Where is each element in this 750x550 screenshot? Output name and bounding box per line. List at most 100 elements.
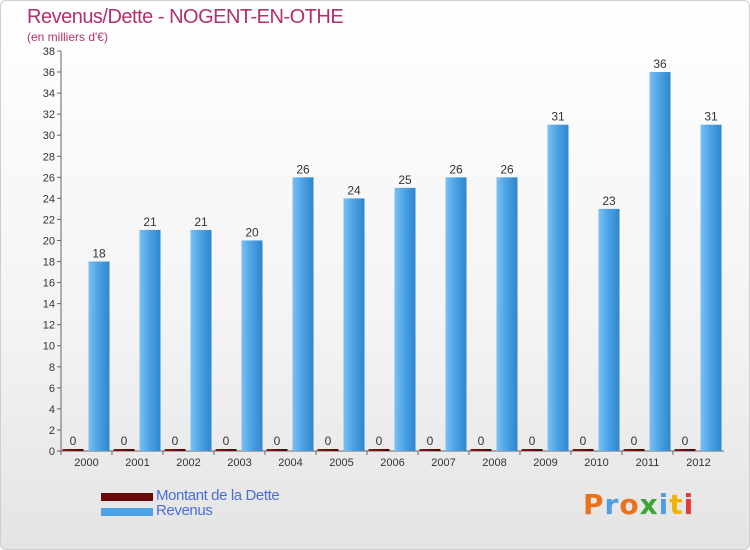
bar-revenus [292, 177, 314, 451]
bar-dette [215, 449, 237, 451]
bar-revenus [598, 208, 620, 451]
data-label-dette: 0 [631, 434, 638, 448]
bar-revenus [445, 177, 467, 451]
y-tick-label: 16 [43, 278, 55, 290]
data-label-revenus: 24 [347, 183, 361, 197]
chart-subtitle: (en milliers d'€) [27, 30, 108, 44]
data-label-dette: 0 [70, 434, 77, 448]
y-tick-label: 4 [49, 404, 55, 416]
data-label-revenus: 26 [296, 162, 310, 176]
legend-swatch-dette [101, 493, 153, 501]
logo-letter: r [604, 488, 620, 521]
logo-letter: o [619, 488, 640, 521]
data-label-dette: 0 [274, 434, 281, 448]
x-tick-label: 2004 [278, 457, 302, 469]
bar-revenus [88, 261, 110, 451]
logo-letter: t [669, 488, 684, 521]
bar-dette [113, 449, 135, 451]
x-tick-label: 2012 [686, 457, 710, 469]
data-label-dette: 0 [580, 434, 587, 448]
y-tick-label: 12 [43, 320, 55, 332]
data-label-dette: 0 [682, 434, 689, 448]
y-tick-label: 20 [43, 235, 55, 247]
y-tick-label: 24 [43, 193, 55, 205]
logo-letter: x [639, 488, 659, 521]
bar-dette [317, 449, 339, 451]
bar-dette [164, 449, 186, 451]
data-label-dette: 0 [223, 434, 230, 448]
x-tick-label: 2005 [329, 457, 353, 469]
x-tick-label: 2000 [74, 457, 98, 469]
bar-dette [470, 449, 492, 451]
y-tick-label: 18 [43, 257, 55, 269]
y-tick-label: 32 [43, 109, 55, 121]
x-tick-label: 2007 [431, 457, 455, 469]
data-label-revenus: 26 [500, 162, 514, 176]
data-label-revenus: 26 [449, 162, 463, 176]
legend-swatch-revenus [101, 508, 153, 516]
y-tick-label: 6 [49, 383, 55, 395]
legend-label-revenus: Revenus [156, 502, 213, 519]
x-tick-label: 2011 [636, 457, 660, 469]
data-label-revenus: 21 [143, 215, 157, 229]
x-tick-label: 2002 [176, 457, 200, 469]
x-tick-label: 2010 [584, 457, 608, 469]
proxiti-logo: Proxiti [583, 488, 694, 521]
data-label-dette: 0 [478, 434, 485, 448]
bar-dette [521, 449, 543, 451]
bar-revenus [496, 177, 518, 451]
bar-revenus [190, 229, 212, 451]
logo-letter: i [658, 488, 670, 521]
x-tick-label: 2008 [482, 457, 506, 469]
data-label-revenus: 23 [602, 194, 616, 208]
bar-dette [368, 449, 390, 451]
y-tick-label: 26 [43, 172, 55, 184]
y-tick-label: 38 [43, 46, 55, 58]
y-tick-label: 28 [43, 151, 55, 163]
bar-revenus [700, 124, 722, 452]
y-tick-label: 22 [43, 214, 55, 226]
y-tick-label: 0 [49, 446, 55, 458]
bar-dette [623, 449, 645, 451]
legend-label-dette: Montant de la Dette [156, 487, 280, 504]
x-tick-label: 2006 [380, 457, 404, 469]
bar-dette [62, 449, 84, 451]
data-label-dette: 0 [427, 434, 434, 448]
y-tick-label: 10 [43, 341, 55, 353]
data-label-revenus: 31 [704, 110, 718, 124]
data-label-revenus: 25 [398, 173, 412, 187]
bar-dette [419, 449, 441, 451]
logo-letter: i [683, 488, 695, 521]
bar-revenus [343, 198, 365, 451]
bar-dette [572, 449, 594, 451]
data-label-revenus: 21 [194, 215, 208, 229]
data-label-dette: 0 [376, 434, 383, 448]
logo-letter: P [583, 488, 605, 521]
bar-revenus [649, 72, 671, 451]
bar-revenus [139, 229, 161, 451]
x-tick-label: 2009 [533, 457, 557, 469]
chart-title: Revenus/Dette - NOGENT-EN-OTHE [27, 6, 344, 28]
y-tick-label: 30 [43, 130, 55, 142]
y-tick-label: 2 [49, 425, 55, 437]
data-label-revenus: 20 [245, 225, 259, 239]
x-tick-label: 2003 [227, 457, 251, 469]
data-label-revenus: 36 [653, 57, 667, 71]
y-tick-label: 36 [43, 67, 55, 79]
data-label-dette: 0 [121, 434, 128, 448]
bar-dette [266, 449, 288, 451]
bar-revenus [394, 187, 416, 451]
bar-revenus [241, 240, 263, 451]
y-tick-label: 8 [49, 362, 55, 374]
y-tick-label: 34 [43, 88, 55, 100]
data-label-dette: 0 [325, 434, 332, 448]
x-tick-label: 2001 [125, 457, 149, 469]
bar-revenus [547, 124, 569, 452]
data-label-dette: 0 [172, 434, 179, 448]
y-tick-label: 14 [43, 299, 55, 311]
data-label-revenus: 31 [551, 110, 565, 124]
bar-dette [674, 449, 696, 451]
data-label-revenus: 18 [92, 247, 106, 261]
